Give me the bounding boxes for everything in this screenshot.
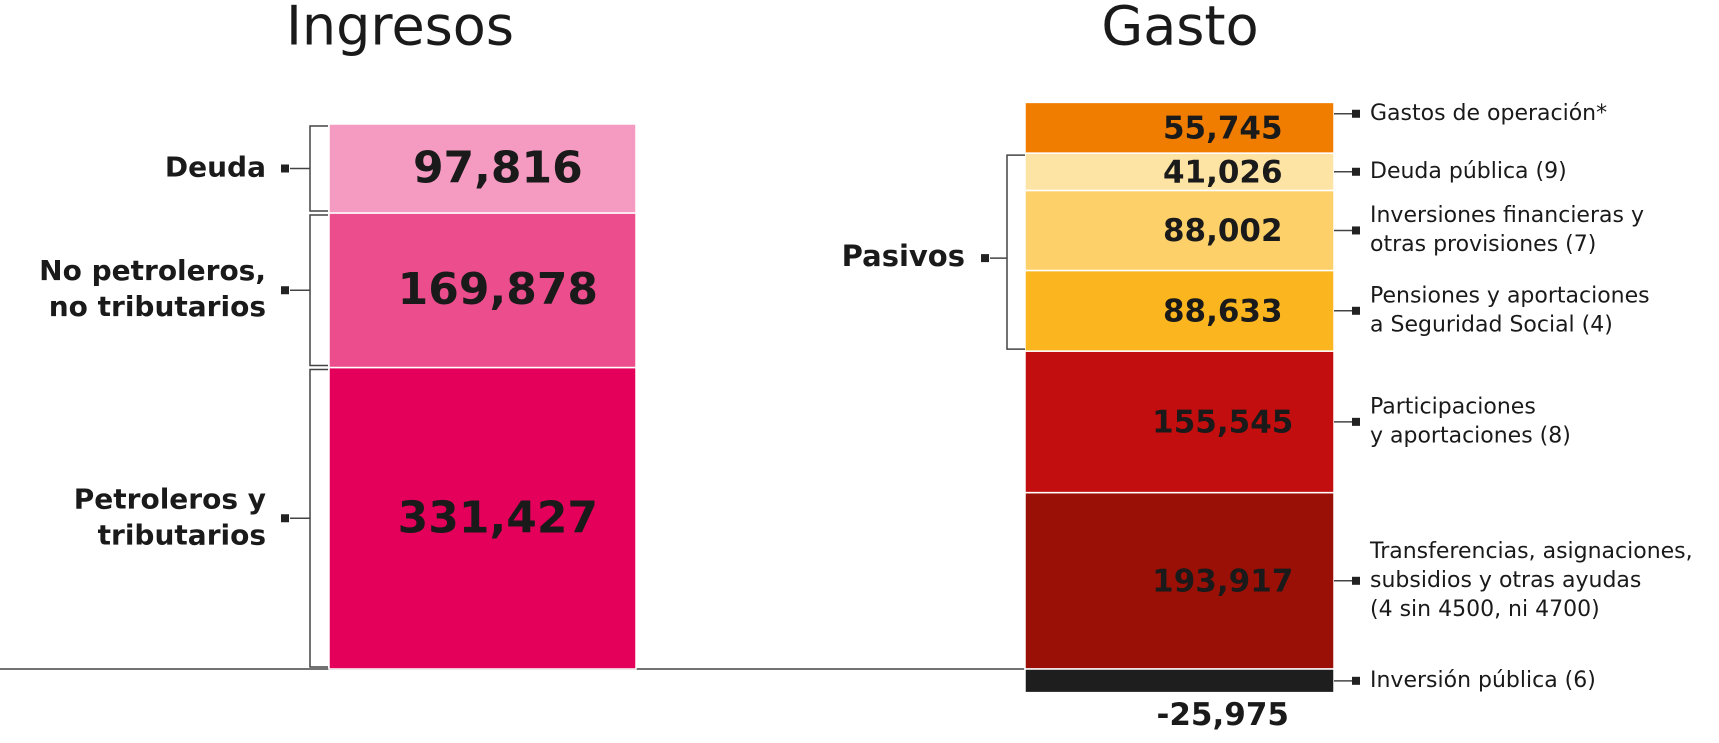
bar-segment: [328, 123, 637, 214]
marker: [981, 254, 989, 263]
marker: [1352, 109, 1360, 118]
marker: [281, 286, 289, 295]
category-label: Participaciones y aportaciones (8): [1370, 394, 1571, 448]
value-label: 331,427: [398, 492, 598, 543]
bracket: [290, 214, 328, 367]
marker: [1352, 676, 1360, 685]
value-label: 41,026: [1163, 154, 1283, 190]
bar-segment: [1024, 269, 1335, 352]
bracket: [290, 368, 328, 668]
marker: [281, 514, 289, 523]
value-label: 88,002: [1163, 213, 1283, 249]
marker: [1352, 417, 1360, 426]
category-label: Deuda: [165, 150, 266, 183]
group-label: Pasivos: [842, 239, 965, 273]
bar-segment: [1024, 101, 1335, 154]
value-label: 97,816: [413, 142, 583, 193]
category-label: Deuda pública (9): [1370, 159, 1567, 184]
value-label: 155,545: [1152, 404, 1293, 440]
marker: [1352, 576, 1360, 585]
marker: [1352, 306, 1360, 315]
bar-segment: [328, 366, 637, 670]
category-label: Petroleros y tributarios: [74, 482, 266, 551]
category-label: Pensiones y aportaciones a Seguridad Soci…: [1370, 283, 1650, 337]
bar-segment: [1024, 668, 1335, 694]
category-label: Gastos de operación*: [1370, 101, 1607, 126]
group-bracket: [990, 154, 1025, 350]
value-label: 55,745: [1163, 110, 1283, 146]
value-label: 193,917: [1152, 563, 1293, 599]
category-label: Transferencias, asignaciones, subsidios y…: [1369, 539, 1693, 622]
value-label: -25,975: [1157, 697, 1290, 733]
marker: [1352, 167, 1360, 176]
category-label: Inversiones financieras y otras provision…: [1370, 203, 1644, 257]
marker: [1352, 226, 1360, 235]
bar-segment: [328, 212, 637, 369]
marker: [281, 164, 289, 173]
value-label: 88,633: [1163, 293, 1283, 329]
chart-title: Ingresos: [286, 0, 514, 58]
category-label: No petroleros, no tributarios: [39, 254, 266, 323]
bracket: [290, 125, 328, 212]
value-label: 169,878: [398, 264, 598, 315]
chart-title: Gasto: [1101, 0, 1258, 58]
category-label: Inversión pública (6): [1370, 668, 1596, 693]
